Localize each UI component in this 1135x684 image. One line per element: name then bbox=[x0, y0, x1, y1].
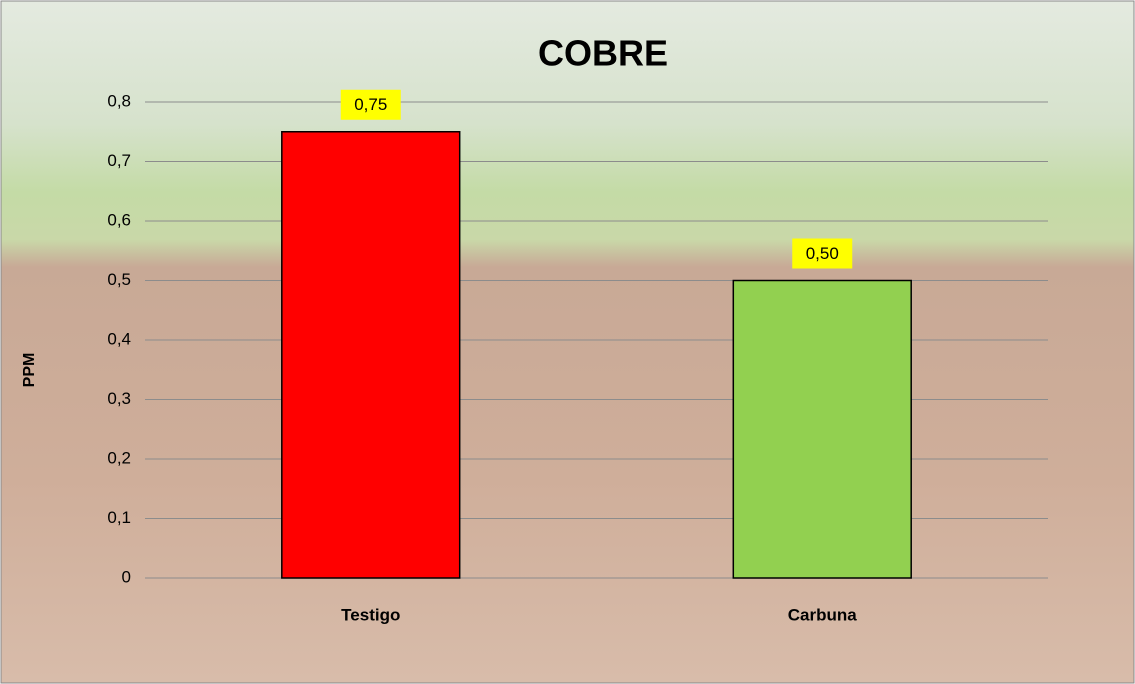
y-tick-label: 0,6 bbox=[107, 210, 131, 229]
value-label: 0,50 bbox=[806, 244, 839, 263]
x-tick-label: Carbuna bbox=[788, 605, 858, 624]
y-tick-label: 0,2 bbox=[107, 448, 131, 467]
y-tick-label: 0,3 bbox=[107, 389, 131, 408]
bar bbox=[732, 279, 912, 579]
bar bbox=[281, 131, 461, 579]
x-tick-label: Testigo bbox=[341, 605, 400, 624]
y-tick-label: 0,4 bbox=[107, 329, 131, 348]
value-label-background bbox=[340, 89, 401, 120]
y-tick-label: 0,8 bbox=[107, 91, 131, 110]
y-axis-label: PPM bbox=[21, 353, 38, 388]
y-tick-label: 0,5 bbox=[107, 270, 131, 289]
value-label: 0,75 bbox=[354, 95, 387, 114]
y-tick-label: 0,1 bbox=[107, 508, 131, 527]
value-label-background bbox=[792, 238, 853, 269]
chart-title: COBRE bbox=[538, 33, 668, 74]
y-tick-label: 0 bbox=[122, 567, 131, 586]
y-tick-label: 0,7 bbox=[107, 151, 131, 170]
